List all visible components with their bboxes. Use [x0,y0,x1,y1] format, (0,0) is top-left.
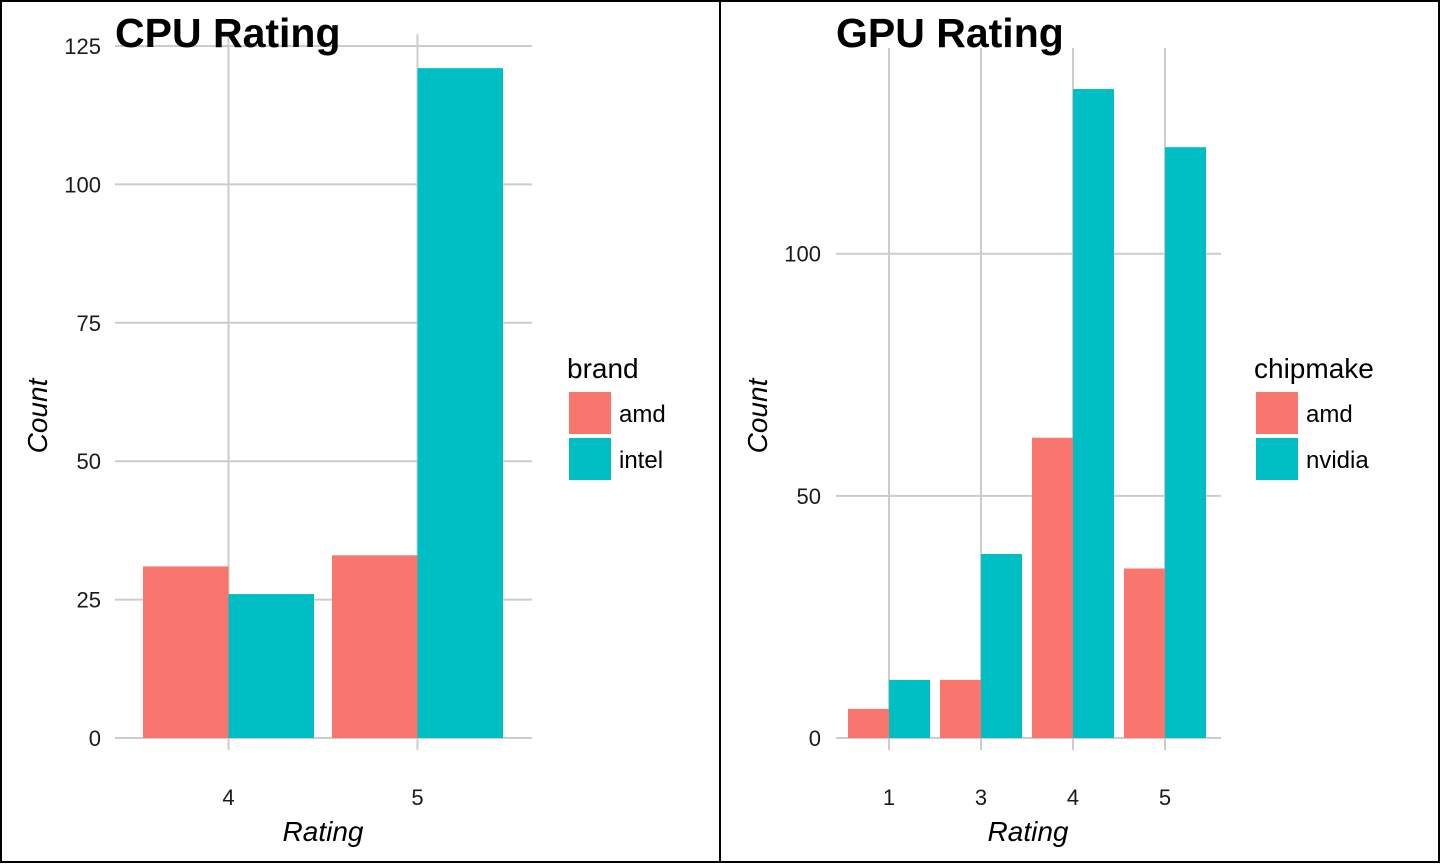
bar-amd-5 [1124,568,1165,738]
legend: brand amd intel [567,353,666,480]
y-tick-label: 50 [797,484,821,509]
cpu-rating-panel: 0 25 50 75 100 125 4 5 CPU Rating Rating Count bran… [22,10,666,847]
legend: chipmake amd nvidia [1254,353,1374,480]
bar-amd-3 [940,679,981,738]
y-tick-label: 75 [77,311,101,336]
legend-key-amd [1256,392,1298,434]
x-axis-title: Rating [988,816,1069,847]
legend-key-amd [569,392,611,434]
legend-label: nvidia [1306,447,1369,474]
gpu-rating-panel: 0 50 100 1 3 4 5 GPU Rating Rating Count chipmake a… [742,10,1374,847]
chart-title: CPU Rating [115,10,341,56]
bar-amd-4 [143,566,229,738]
gpu-panel-frame [719,0,1440,863]
legend-label: amd [619,401,666,428]
bar-intel-5 [417,68,503,739]
bar-intel-4 [228,594,314,738]
x-tick-label: 4 [222,785,234,810]
y-tick-label: 0 [809,726,821,751]
bar-amd-1 [848,708,889,738]
chart-title: GPU Rating [836,10,1064,56]
legend-key-nvidia [1256,438,1298,480]
legend-label: intel [619,447,663,474]
y-tick-label: 50 [77,449,101,474]
y-tick-label: 0 [89,726,101,751]
x-tick-label: 4 [1067,785,1079,810]
x-tick-label: 5 [411,785,423,810]
legend-label: amd [1306,401,1353,428]
y-axis-title: Count [22,377,53,453]
y-tick-label: 100 [784,242,821,267]
bar-nvidia-5 [1165,147,1206,738]
y-tick-label: 25 [77,588,101,613]
x-axis-title: Rating [283,816,364,847]
bar-nvidia-1 [889,679,930,738]
x-tick-label: 5 [1159,785,1171,810]
x-tick-label: 1 [883,785,895,810]
legend-key-intel [569,438,611,480]
legend-title: brand [567,353,639,384]
x-tick-label: 3 [975,785,987,810]
y-tick-label: 125 [64,34,101,59]
y-tick-label: 100 [64,172,101,197]
legend-title: chipmake [1254,353,1374,384]
y-axis-title: Count [742,377,773,453]
bar-amd-4 [1032,437,1073,738]
bar-nvidia-3 [981,553,1022,738]
bar-amd-5 [332,555,418,738]
bar-nvidia-4 [1073,89,1114,739]
